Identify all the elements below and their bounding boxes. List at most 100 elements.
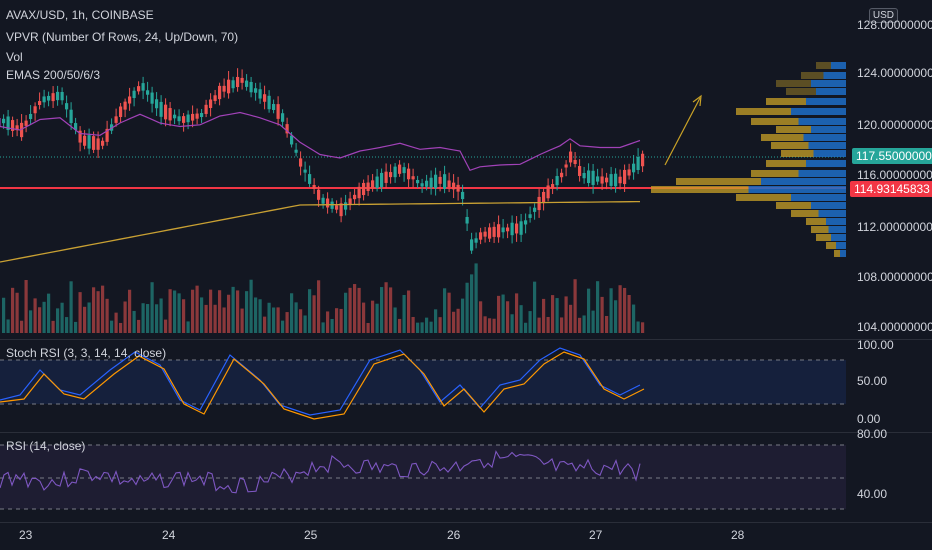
volume-bar	[222, 307, 226, 333]
volume-bar	[146, 304, 150, 333]
volume-profile-up	[748, 186, 846, 193]
volume-bar	[582, 315, 586, 333]
candle-body	[483, 231, 487, 237]
volume-bar	[609, 288, 613, 333]
volume-bar	[519, 305, 523, 333]
volume-bar	[96, 291, 100, 333]
volume-bar	[240, 308, 244, 333]
candle-body	[461, 191, 465, 200]
volume-bar	[384, 282, 388, 333]
volume-bar	[528, 311, 532, 333]
emas-label[interactable]: EMAS 200/50/6/3	[6, 68, 101, 82]
rsi-pane[interactable]: RSI (14, close) 80.00 40.00	[0, 427, 932, 523]
volume-bar	[402, 294, 406, 333]
vpvr-label[interactable]: VPVR (Number Of Rows, 24, Up/Down, 70)	[6, 30, 239, 44]
volume-bar	[20, 320, 24, 333]
candle-body	[177, 116, 181, 122]
volume-bar	[573, 279, 577, 333]
volume-bar	[141, 303, 145, 333]
volume-bar	[254, 297, 258, 333]
volume-bar	[177, 293, 181, 333]
volume-bar	[285, 312, 289, 333]
volume-bar	[249, 279, 253, 333]
volume-bar	[479, 301, 483, 333]
candle-body	[609, 174, 613, 186]
candle-body	[420, 183, 424, 187]
volume-bar	[236, 290, 240, 333]
candle-body	[533, 207, 537, 212]
candle-body	[348, 198, 352, 205]
currency-button[interactable]: USD	[868, 8, 898, 23]
volume-bar	[33, 298, 37, 333]
volume-bar	[380, 287, 384, 333]
candle-body	[366, 182, 370, 191]
candle-body	[218, 85, 222, 100]
candle-body	[47, 95, 51, 101]
candle-body	[272, 104, 276, 110]
symbol-title[interactable]: AVAX/USD, 1h, COINBASE	[6, 8, 154, 22]
stoch-rsi-chart[interactable]	[0, 340, 932, 432]
volume-profile-up	[831, 62, 846, 69]
volume-bar	[258, 299, 262, 333]
volume-profile-down	[766, 160, 806, 167]
volume-bar	[362, 302, 366, 333]
price-tick: 112.00000000	[857, 220, 932, 234]
volume-profile-up	[791, 108, 846, 115]
candle-body	[353, 194, 357, 200]
candle-body	[132, 90, 136, 99]
price-pane[interactable]: AVAX/USD, 1h, COINBASE VPVR (Number Of R…	[0, 0, 932, 340]
pane-divider[interactable]	[0, 339, 932, 340]
volume-bar	[276, 307, 280, 333]
candle-body	[141, 83, 145, 91]
pane-divider[interactable]	[0, 432, 932, 433]
candle-body	[240, 77, 244, 83]
volume-bar	[308, 289, 312, 333]
rsi-title[interactable]: RSI (14, close)	[6, 439, 86, 453]
volume-bar	[641, 322, 645, 333]
candle-body	[555, 176, 559, 186]
stoch-rsi-pane[interactable]: Stoch RSI (3, 3, 14, 14, close) 100.00 5…	[0, 338, 932, 432]
time-tick: 25	[304, 528, 318, 542]
candle-body	[470, 239, 474, 251]
volume-bar	[267, 302, 271, 333]
stoch-rsi-title[interactable]: Stoch RSI (3, 3, 14, 14, close)	[6, 346, 167, 360]
volume-profile-down	[736, 108, 791, 115]
volume-profile-down	[834, 250, 840, 257]
candle-body	[389, 172, 393, 178]
price-chart[interactable]	[0, 0, 932, 340]
volume-bar	[42, 301, 46, 333]
vol-label[interactable]: Vol	[6, 50, 23, 64]
volume-bar	[231, 286, 235, 333]
candle-body	[573, 160, 577, 164]
volume-bar	[411, 316, 415, 333]
candle-body	[186, 114, 190, 123]
volume-bar	[195, 285, 199, 333]
price-tick: 104.00000000	[857, 320, 932, 334]
volume-bar	[119, 322, 123, 333]
candle-body	[11, 120, 15, 131]
candle-body	[299, 158, 303, 167]
volume-bar	[425, 317, 429, 333]
volume-profile-down	[776, 126, 811, 133]
volume-bar	[533, 281, 537, 333]
volume-bar	[623, 287, 627, 333]
volume-profile-up	[816, 88, 846, 95]
price-tick: 108.00000000	[857, 270, 932, 284]
candle-body	[200, 112, 204, 118]
candle-body	[155, 99, 159, 109]
candle-body	[276, 104, 280, 119]
volume-bar	[78, 292, 82, 333]
volume-bar	[357, 287, 361, 333]
candle-body	[452, 182, 456, 190]
volume-bar	[474, 263, 478, 333]
candle-body	[285, 124, 289, 134]
volume-bar	[47, 293, 51, 333]
rsi-chart[interactable]	[0, 433, 932, 523]
volume-bar	[317, 280, 321, 333]
ema-50-line	[0, 111, 641, 172]
candle-body	[560, 172, 564, 178]
candle-body	[191, 113, 195, 121]
volume-bar	[101, 285, 105, 333]
time-axis[interactable]: 23 24 25 26 27 28	[0, 523, 932, 550]
volume-bar	[56, 308, 60, 333]
